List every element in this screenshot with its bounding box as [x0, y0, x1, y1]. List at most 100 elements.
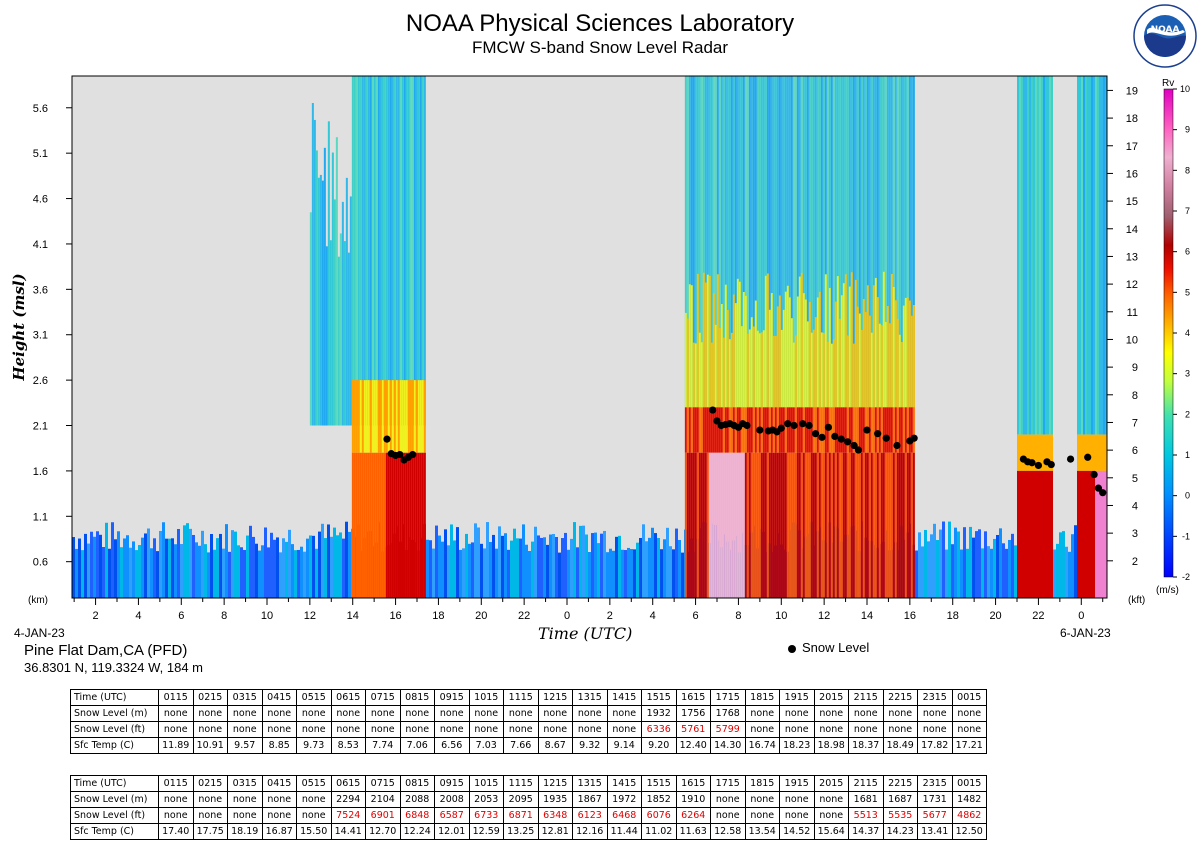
echo-upper: [876, 76, 879, 408]
echo-low: [816, 452, 819, 598]
echo-clutter: [459, 549, 462, 598]
echo-clutter: [336, 535, 339, 598]
echo-clutter: [672, 549, 675, 598]
row-header: Snow Level (m): [70, 705, 159, 722]
echo-upper: [820, 76, 823, 408]
echo-upper: [385, 76, 388, 426]
echo-upper: [1023, 76, 1025, 435]
echo-clutter: [216, 538, 219, 598]
echo-mid: [848, 286, 851, 408]
table-cell: none: [744, 721, 780, 738]
echo-clutter: [264, 527, 267, 598]
echo-upper: [790, 76, 793, 408]
table-row: Sfc Temp (C) 17.40 17.75 18.19 16.87 15.50 14.…: [70, 823, 987, 840]
table-cell: 10.91: [192, 737, 228, 754]
echo-melt: [750, 407, 753, 453]
echo-low: [409, 452, 412, 598]
table-cell: 2215: [882, 689, 918, 706]
echo-low: [417, 452, 420, 598]
echo-low: [728, 452, 731, 598]
table-cell: none: [158, 791, 194, 808]
x-axis-time: 2 4 6 8 10 12 14 16 18 20 22 0 2 4 6 8 10 12 14 16 18 20 22 0: [73, 598, 1104, 622]
echo-upper: [776, 76, 779, 408]
echo-low: [1047, 470, 1049, 598]
echo-clutter: [927, 541, 930, 598]
echo-melt: [724, 407, 727, 453]
echo-mid: [399, 380, 402, 453]
echo-melt: [762, 407, 765, 453]
table-cell: 17.82: [917, 737, 953, 754]
x-tick-label: 8: [221, 610, 227, 622]
table-cell: 2053: [468, 791, 504, 808]
echo-upper: [792, 76, 795, 408]
echo-upper: [858, 76, 861, 408]
echo-mid: [1023, 434, 1025, 471]
echo-low: [840, 452, 843, 598]
echo-mid: [822, 332, 825, 408]
table-cell: 12.50: [951, 823, 987, 840]
echo-clutter: [456, 527, 459, 598]
table-cell: 2104: [365, 791, 401, 808]
echo-mid: [722, 337, 725, 408]
echo-clutter: [249, 525, 252, 598]
colorbar-tick-label: -1: [1182, 531, 1190, 541]
echo-low: [686, 452, 689, 598]
table-cell: none: [261, 705, 297, 722]
echo-mid: [391, 380, 394, 453]
echo-clutter: [81, 550, 84, 598]
echo-clutter: [1071, 534, 1074, 598]
echo-upper: [702, 76, 705, 408]
table-cell: 2095: [503, 791, 539, 808]
kft-tick-label: 7: [1132, 417, 1138, 429]
echo-upper: [894, 76, 897, 408]
echo-upper: [882, 76, 885, 408]
table-cell: 2315: [917, 689, 953, 706]
echo-clutter: [450, 524, 453, 598]
echo-low: [746, 452, 749, 598]
kft-tick-label: 12: [1126, 279, 1138, 291]
table-cell: none: [951, 721, 987, 738]
table-cell: none: [434, 721, 470, 738]
echo-clutter: [549, 534, 552, 598]
echo-clutter: [480, 543, 483, 598]
echo-clutter: [327, 524, 330, 598]
echo-low: [862, 452, 865, 598]
echo-clutter: [507, 549, 510, 598]
echo-clutter: [1074, 525, 1077, 598]
echo-upper: [1029, 76, 1031, 435]
x-tick-label: 6: [693, 610, 699, 622]
kft-tick-label: 19: [1126, 85, 1138, 97]
echo-upper: [319, 174, 322, 426]
row-header: Sfc Temp (C): [70, 737, 159, 754]
echo-melt: [754, 407, 757, 453]
echo-melt: [796, 407, 799, 453]
echo-clutter: [582, 525, 585, 598]
snow-level-point: [1090, 470, 1098, 479]
echo-mid: [1101, 434, 1103, 471]
echo-clutter: [453, 540, 456, 598]
table-cell: 7.66: [503, 737, 539, 754]
table-cell: 9.57: [227, 737, 263, 754]
echo-upper: [391, 76, 394, 426]
table-cell: 6123: [572, 807, 608, 824]
echo-mid: [728, 339, 731, 408]
echo-low: [748, 452, 751, 598]
echo-clutter: [981, 548, 984, 598]
snow-level-point: [784, 420, 792, 428]
table-cell: 1215: [537, 775, 573, 792]
echo-mid: [407, 380, 410, 453]
echo-clutter: [993, 538, 996, 598]
echo-mid: [700, 342, 703, 408]
table-cell: 8.67: [537, 737, 573, 754]
echo-low: [351, 452, 354, 598]
table-cell: 1415: [606, 775, 642, 792]
echo-clutter: [933, 523, 936, 598]
echo-clutter: [132, 541, 135, 598]
echo-melt: [694, 407, 697, 453]
echo-low: [1083, 470, 1085, 598]
echo-mid: [696, 273, 699, 408]
echo-mid: [1049, 434, 1051, 471]
table-cell: none: [330, 705, 366, 722]
echo-low: [842, 452, 845, 598]
echo-mid: [912, 304, 915, 408]
